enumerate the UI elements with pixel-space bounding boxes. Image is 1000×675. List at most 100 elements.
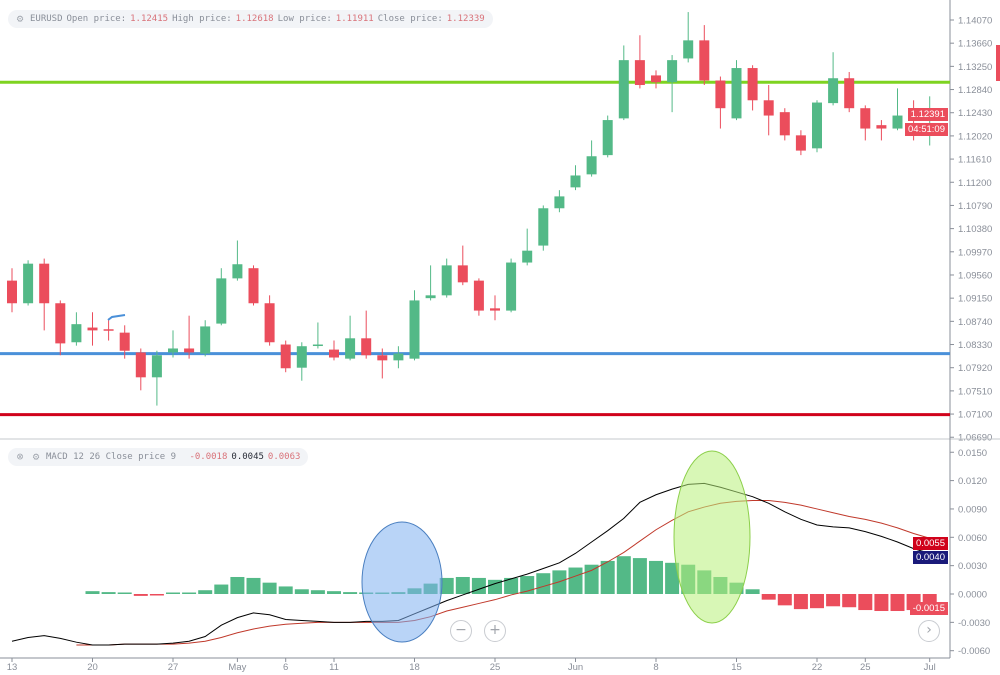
histogram-bar xyxy=(327,591,341,594)
candle-body xyxy=(779,112,790,136)
candles xyxy=(7,12,935,406)
candle-body xyxy=(522,250,533,263)
close-icon[interactable]: ⊗ xyxy=(16,450,24,463)
macd-badge: 0.0040 xyxy=(912,551,948,564)
open-value: 1.12415 xyxy=(130,14,169,24)
price-tick-label: 1.13250 xyxy=(958,62,992,73)
open-label: Open price: xyxy=(66,14,127,24)
close-value: 1.12339 xyxy=(446,14,485,24)
high-value: 1.12618 xyxy=(235,14,274,24)
histogram-bar xyxy=(584,564,599,594)
candle-body xyxy=(329,349,339,358)
candle-body xyxy=(361,338,372,356)
scroll-right-button[interactable]: › xyxy=(918,620,940,642)
candle-body xyxy=(409,300,420,359)
candle-body xyxy=(795,135,806,151)
time-tick-label: Jul xyxy=(924,662,936,673)
candle-body xyxy=(763,100,774,116)
countdown-badge: 04:51:09 xyxy=(905,123,948,136)
candle xyxy=(473,278,484,316)
price-tick-label: 1.09970 xyxy=(958,247,992,258)
time-tick-label: 8 xyxy=(653,662,658,673)
histogram-bar xyxy=(471,577,486,594)
candle xyxy=(554,190,565,213)
histogram-bar xyxy=(890,594,905,612)
candle-body xyxy=(667,60,678,83)
histogram-bar xyxy=(198,590,213,594)
histogram-bar xyxy=(230,576,245,594)
zoom-out-button[interactable]: − xyxy=(450,620,472,642)
histogram-bar xyxy=(826,594,841,607)
macd-tick-label: 0.0030 xyxy=(958,561,987,572)
green-ellipse-annotation[interactable] xyxy=(673,450,751,624)
candle xyxy=(876,120,887,141)
price-tick-label: 1.10790 xyxy=(958,201,992,212)
candle xyxy=(779,108,790,141)
candle xyxy=(71,312,82,346)
histogram-bar xyxy=(101,592,116,594)
price-tick-label: 1.13660 xyxy=(958,39,992,50)
histogram-bar xyxy=(455,576,470,594)
candle-body xyxy=(119,332,130,351)
candle xyxy=(425,265,436,301)
low-label: Low price: xyxy=(277,14,332,24)
price-tick-label: 1.08330 xyxy=(958,340,992,351)
candle-body xyxy=(538,208,549,246)
candle-body xyxy=(747,68,758,101)
price-tick-label: 1.12430 xyxy=(958,108,992,119)
candle-body xyxy=(715,80,726,109)
candle-body xyxy=(634,60,645,86)
time-tick-label: 20 xyxy=(87,662,98,673)
candle-body xyxy=(135,352,146,378)
time-tick-label: 6 xyxy=(283,662,288,673)
price-tick-label: 1.12840 xyxy=(958,85,992,96)
candle xyxy=(538,205,549,251)
price-tick-label: 1.14070 xyxy=(958,16,992,27)
macd-legend: ⊗ ⚙ MACD 12 26 Close price 9 -0.0018 0.0… xyxy=(8,448,309,466)
candle-body xyxy=(232,264,243,279)
candle xyxy=(151,350,162,406)
time-tick-label: Jun xyxy=(568,662,583,673)
candle-body xyxy=(425,295,436,299)
candle xyxy=(184,315,195,359)
candle-body xyxy=(506,262,517,311)
high-label: High price: xyxy=(172,14,232,24)
histogram-bar xyxy=(777,594,792,606)
candle xyxy=(345,315,356,361)
candle-body xyxy=(87,327,98,331)
candle-body xyxy=(345,338,356,359)
gear-icon[interactable]: ⚙ xyxy=(32,450,40,463)
macd-tick-label: -0.0030 xyxy=(958,618,990,629)
zoom-in-button[interactable]: + xyxy=(484,620,506,642)
candle-body xyxy=(39,263,50,304)
candle-body xyxy=(296,346,307,368)
macd-tick-label: 0.0150 xyxy=(958,448,987,459)
candle xyxy=(651,70,661,89)
histogram-bar xyxy=(520,576,535,594)
candle-body xyxy=(731,68,742,119)
candle xyxy=(393,346,404,369)
time-tick-label: 27 xyxy=(168,662,179,673)
drawn-trendline[interactable] xyxy=(107,314,126,321)
candle xyxy=(248,265,259,306)
candle-body xyxy=(216,278,227,324)
candle-body xyxy=(490,308,500,311)
histogram-bar xyxy=(665,562,680,594)
histogram-value: -0.0018 xyxy=(189,452,228,462)
histogram-bar xyxy=(874,594,889,612)
candle-body xyxy=(892,115,903,129)
candle-body xyxy=(812,102,822,149)
candle xyxy=(747,65,758,111)
candle xyxy=(377,348,388,379)
candle xyxy=(602,115,613,158)
histogram-bar xyxy=(439,577,454,594)
candle xyxy=(135,348,146,391)
right-edge-marker xyxy=(996,45,1000,81)
candle-body xyxy=(586,156,597,175)
blue-ellipse-annotation[interactable] xyxy=(361,521,443,643)
gear-icon[interactable]: ⚙ xyxy=(16,12,24,25)
macd-tick-label: -0.0060 xyxy=(958,646,990,657)
price-tick-label: 1.09150 xyxy=(958,294,992,305)
time-tick-label: 15 xyxy=(731,662,742,673)
